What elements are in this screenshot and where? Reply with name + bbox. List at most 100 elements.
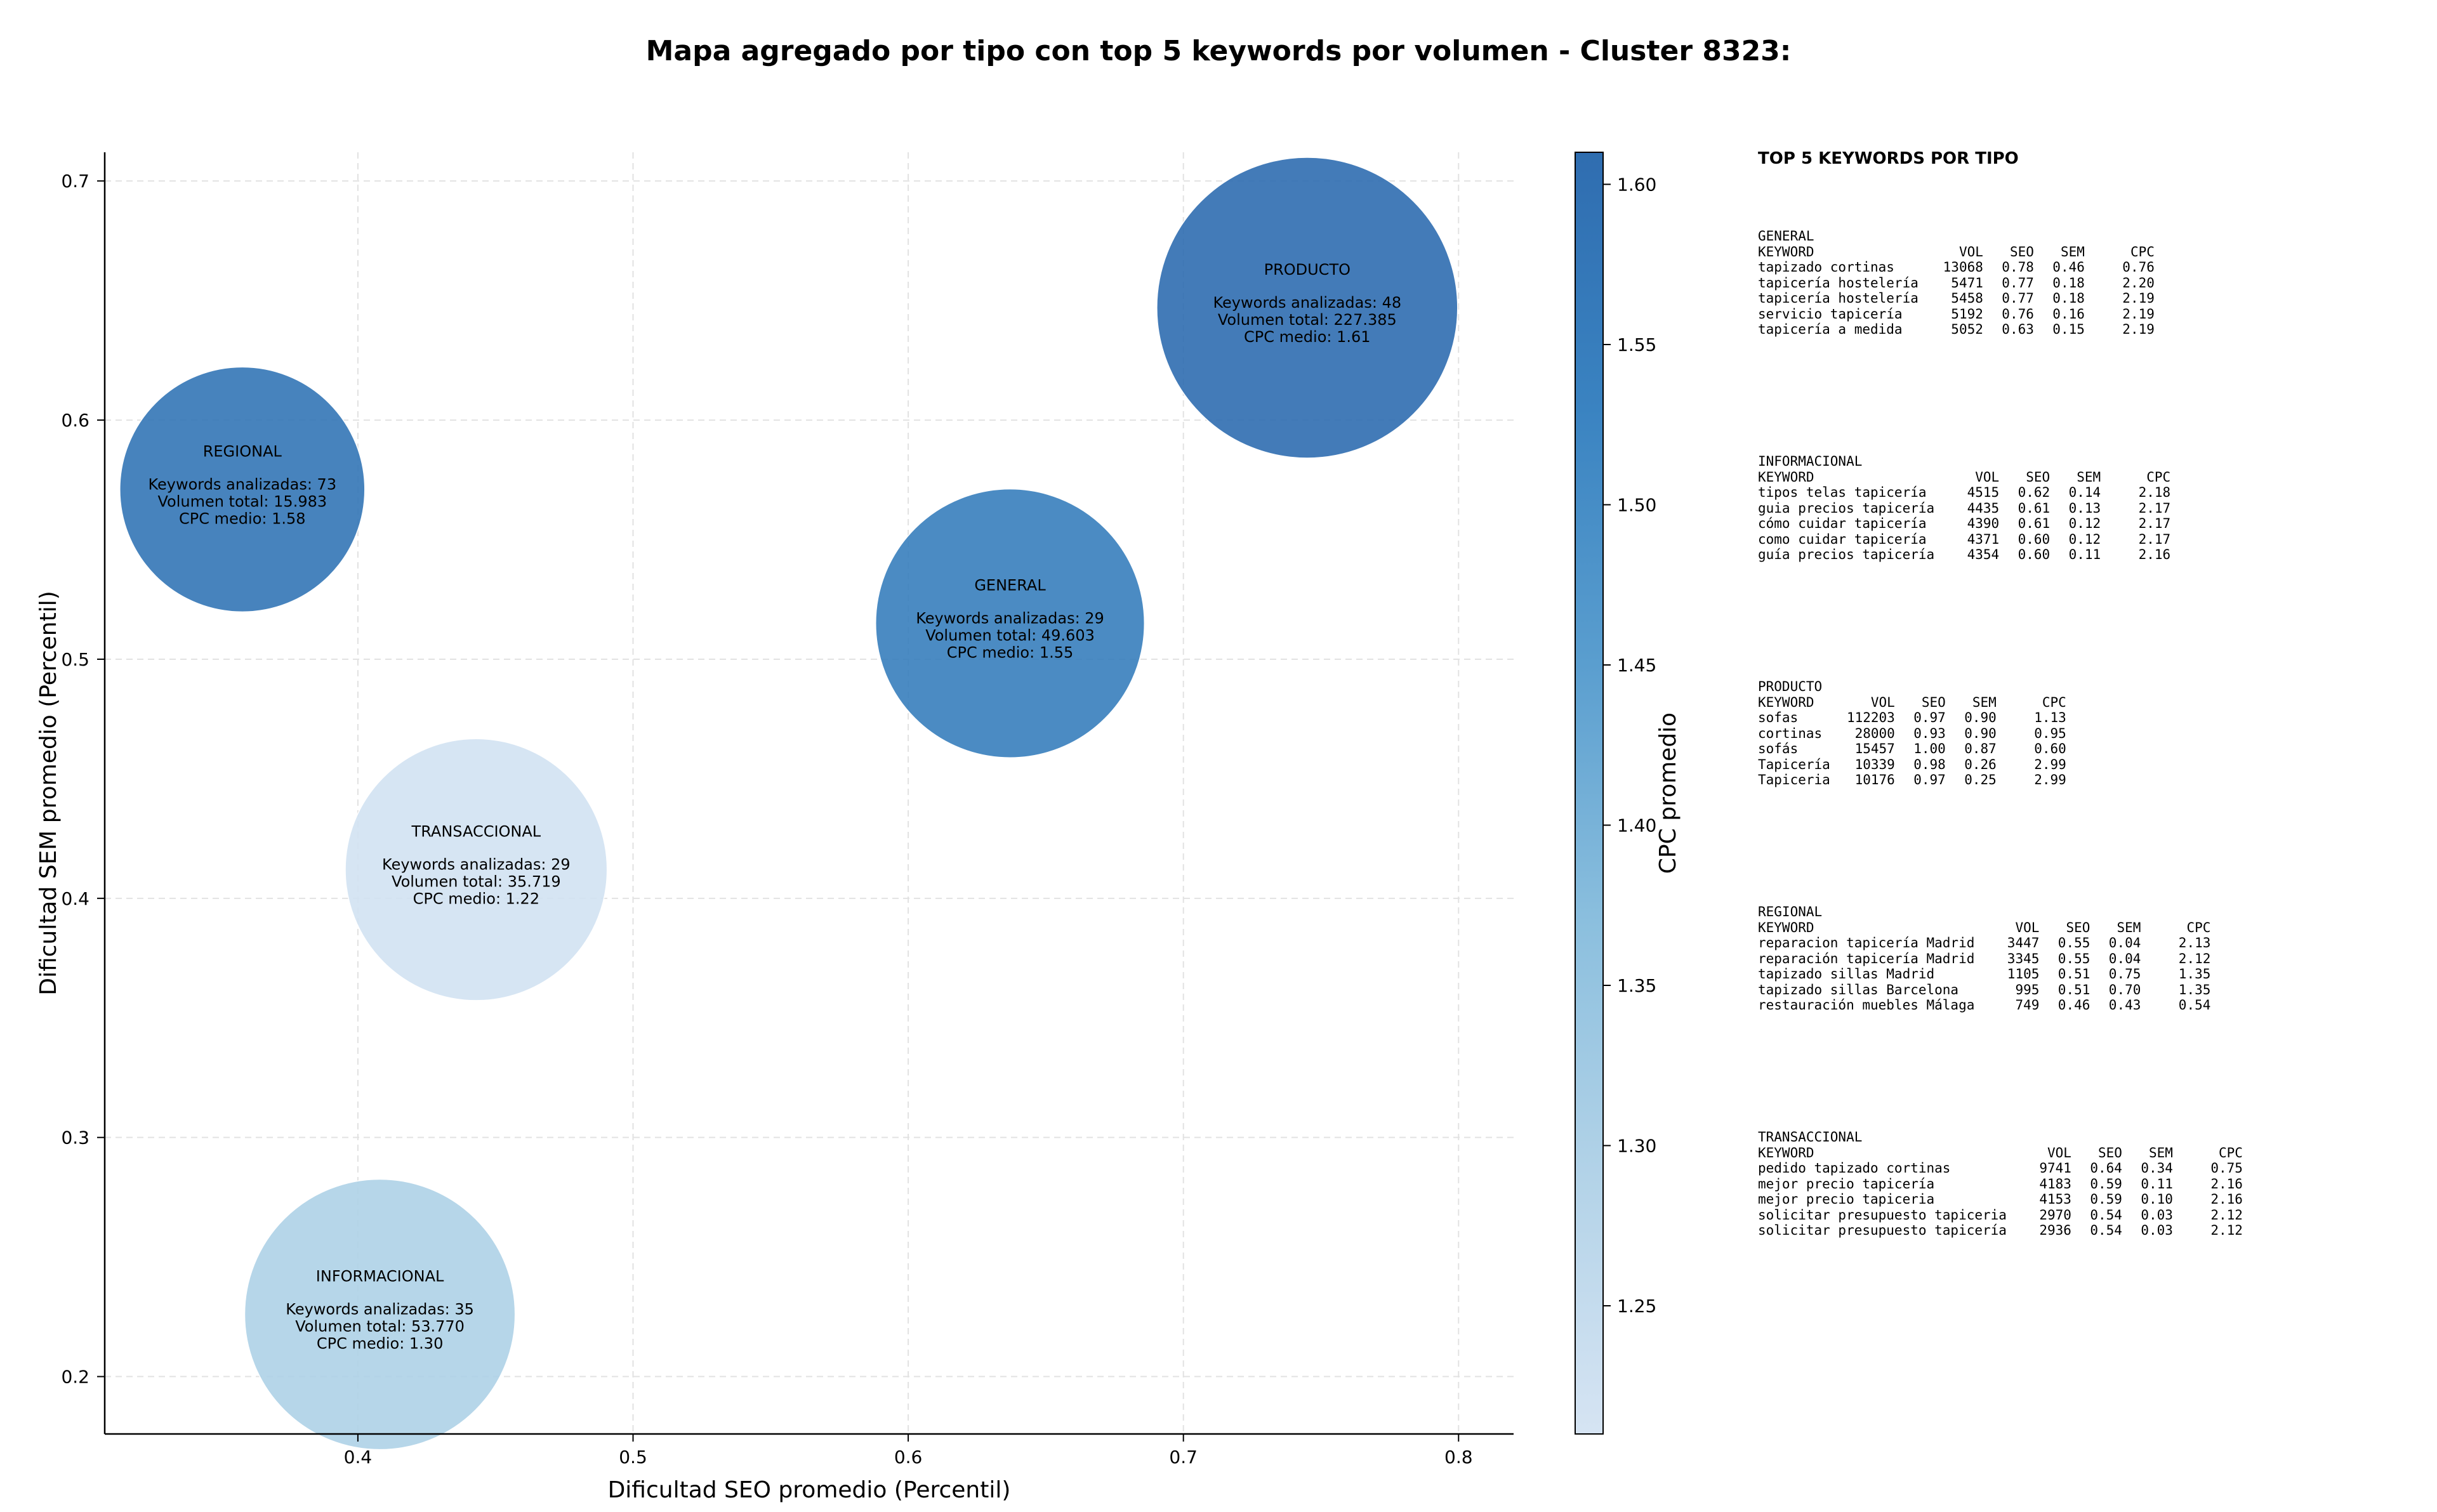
table-cell: 5052 <box>1951 322 1983 337</box>
table-cell: 0.93 <box>1913 725 1946 741</box>
table-row: restauración muebles Málaga 749 0.46 0.43 0.… <box>1758 997 2210 1013</box>
table-row: cortinas 28000 0.93 0.90 0.95 <box>1758 726 2066 742</box>
table-cell: 0.59 <box>2090 1176 2122 1192</box>
table-cell: 0.60 <box>2018 547 2051 562</box>
x-tick-label: 0.5 <box>619 1447 647 1468</box>
keyword-group-name: REGIONAL <box>1758 904 1823 919</box>
column-header: SEM <box>2077 469 2101 485</box>
table-cell: 0.11 <box>2141 1176 2173 1192</box>
table-cell: 2.20 <box>2122 275 2155 291</box>
table-row: guía precios tapicería 4354 0.60 0.11 2.16 <box>1758 547 2170 563</box>
table-cell: 0.77 <box>2002 291 2034 306</box>
table-cell: 2.19 <box>2122 306 2155 322</box>
keyword-table: KEYWORD VOL SEO SEM CPC tapizado cortinas 1306… <box>1758 244 2155 338</box>
table-cell: 15457 <box>1854 741 1895 756</box>
axes: 0.4 0.5 0.6 0.7 0.8 0.2 0.3 0.4 0.5 0.6 0.7 Dificul… <box>36 152 1514 1503</box>
table-cell: 0.11 <box>2068 547 2101 562</box>
table-cell: tapicería a medida <box>1758 322 1903 337</box>
keyword-table: KEYWORD VOL SEO SEM CPC pedido tapizado corti… <box>1758 1145 2243 1239</box>
table-cell: 0.15 <box>2052 322 2085 337</box>
keyword-table-header: KEYWORD VOL SEO SEM CPC <box>1758 1145 2243 1161</box>
table-cell: 0.10 <box>2141 1192 2173 1207</box>
table-row: solicitar presupuesto tapicería 2936 0.54 0… <box>1758 1223 2243 1239</box>
table-cell: tapicería hostelería <box>1758 291 1919 306</box>
bubble-cpc: CPC medio: 1.30 <box>317 1335 444 1353</box>
bubble-group: INFORMACIONAL Keywords analizadas: 35Volu… <box>244 1178 516 1450</box>
table-cell: restauración muebles Málaga <box>1758 997 1975 1013</box>
table-row: mejor precio tapicería 4183 0.59 0.11 2.16 <box>1758 1176 2243 1192</box>
keyword-group-transaccional: TRANSACCIONAL KEYWORD VOL SEO SEM CPC pedido t… <box>1758 1129 2243 1239</box>
table-cell: 0.54 <box>2090 1207 2122 1223</box>
keyword-table-header: KEYWORD VOL SEO SEM CPC <box>1758 244 2155 260</box>
keyword-table-header: KEYWORD VOL SEO SEM CPC <box>1758 470 2170 485</box>
table-cell: 0.03 <box>2141 1223 2173 1238</box>
x-tick-label: 0.7 <box>1169 1447 1198 1468</box>
table-cell: 112203 <box>1846 710 1895 725</box>
bubble-volume: Volumen total: 53.770 <box>295 1318 465 1336</box>
column-header: VOL <box>2015 919 2040 935</box>
y-tick-label: 0.2 <box>61 1367 89 1388</box>
table-row: solicitar presupuesto tapiceria 2970 0.54 0… <box>1758 1207 2243 1223</box>
table-cell: 0.14 <box>2068 485 2101 500</box>
table-cell: 9741 <box>2039 1160 2071 1176</box>
keyword-group-regional: REGIONAL KEYWORD VOL SEO SEM CPC reparacion ta… <box>1758 904 2210 1013</box>
colorbar-tick-label: 1.40 <box>1617 815 1656 836</box>
table-cell: 2.16 <box>2138 547 2171 562</box>
bubble-volume: Volumen total: 227.385 <box>1218 311 1397 329</box>
x-tick-label: 0.8 <box>1444 1447 1473 1468</box>
keyword-table: KEYWORD VOL SEO SEM CPC tipos telas tapicería… <box>1758 470 2170 563</box>
table-cell: 0.51 <box>2057 966 2090 982</box>
bubble-label: REGIONAL <box>203 442 282 460</box>
table-row: cómo cuidar tapicería 4390 0.61 0.12 2.17 <box>1758 516 2170 532</box>
table-cell: mejor precio tapicería <box>1758 1176 1935 1192</box>
table-cell: 2.16 <box>2210 1176 2243 1192</box>
table-cell: 5471 <box>1951 275 1983 291</box>
table-cell: 0.64 <box>2090 1160 2122 1176</box>
keyword-table: KEYWORD VOL SEO SEM CPC sofas 112203 0.97 0.90 1.… <box>1758 695 2066 788</box>
table-cell: 0.76 <box>2122 260 2155 275</box>
table-row: reparación tapicería Madrid 3345 0.55 0.04 2… <box>1758 951 2210 967</box>
table-cell: 0.03 <box>2141 1207 2173 1223</box>
bubble-volume: Volumen total: 15.983 <box>157 492 327 510</box>
column-header: KEYWORD <box>1758 919 1814 935</box>
bubble-keywords-count: Keywords analizadas: 48 <box>1213 294 1402 312</box>
table-cell: 0.97 <box>1913 772 1946 787</box>
table-cell: servicio tapicería <box>1758 306 1903 322</box>
table-cell: 4515 <box>1967 485 2000 500</box>
table-cell: 0.46 <box>2057 997 2090 1013</box>
column-header: VOL <box>1975 469 2000 485</box>
table-cell: Tapiceria <box>1758 772 1830 787</box>
table-cell: 0.59 <box>2090 1192 2122 1207</box>
keyword-table-header: KEYWORD VOL SEO SEM CPC <box>1758 920 2210 936</box>
y-tick-label: 0.3 <box>61 1127 89 1148</box>
table-cell: 0.63 <box>2002 322 2034 337</box>
table-cell: 1105 <box>2007 966 2040 982</box>
table-cell: 2.99 <box>2034 756 2066 772</box>
table-cell: 5458 <box>1951 291 1983 306</box>
table-cell: mejor precio tapiceria <box>1758 1192 1935 1207</box>
x-tick-label: 0.4 <box>344 1447 373 1468</box>
table-cell: cómo cuidar tapicería <box>1758 516 1927 531</box>
column-header: SEM <box>2060 244 2085 260</box>
table-cell: 4153 <box>2039 1192 2071 1207</box>
bubble-cpc: CPC medio: 1.55 <box>947 643 1074 661</box>
y-axis-label: Dificultad SEM promedio (Percentil) <box>36 591 62 996</box>
table-cell: 0.16 <box>2052 306 2085 322</box>
table-cell: tapizado cortinas <box>1758 260 1894 275</box>
bubble-label: TRANSACCIONAL <box>411 823 541 841</box>
table-cell: 0.26 <box>1964 756 1997 772</box>
column-header: KEYWORD <box>1758 469 1814 485</box>
table-cell: 2.19 <box>2122 291 2155 306</box>
table-cell: cortinas <box>1758 725 1823 741</box>
table-cell: 0.98 <box>1913 756 1946 772</box>
table-cell: solicitar presupuesto tapiceria <box>1758 1207 2007 1223</box>
table-cell: 749 <box>2015 997 2040 1013</box>
column-header: VOL <box>1870 694 1895 710</box>
table-cell: 1.35 <box>2178 966 2211 982</box>
table-row: servicio tapicería 5192 0.76 0.16 2.19 <box>1758 306 2155 322</box>
bubble-keywords-count: Keywords analizadas: 29 <box>916 609 1104 627</box>
table-cell: 4371 <box>1967 531 2000 547</box>
table-cell: 0.75 <box>2210 1160 2243 1176</box>
